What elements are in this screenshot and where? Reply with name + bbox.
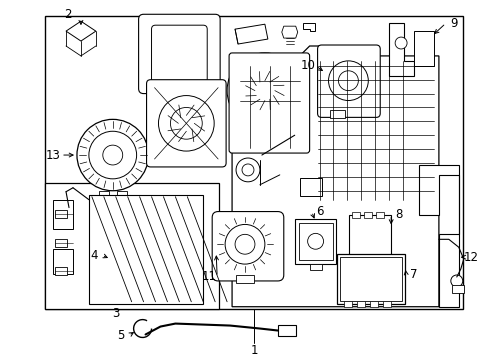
Circle shape [171,108,202,139]
Bar [278,325,295,337]
Bar [349,215,391,256]
Circle shape [328,61,368,100]
Bar [89,195,203,304]
Circle shape [451,275,463,287]
Text: 5: 5 [117,329,124,342]
Circle shape [77,120,148,191]
Bar [53,249,73,274]
Polygon shape [235,24,268,44]
Bar [45,183,219,309]
Circle shape [158,95,214,151]
Polygon shape [66,21,96,41]
Circle shape [235,234,255,254]
Circle shape [395,37,407,49]
Text: 10: 10 [300,59,315,72]
Text: 6: 6 [316,205,323,218]
Text: 12: 12 [463,251,478,264]
Bar [53,200,73,229]
Bar [55,239,67,247]
Bar [55,210,67,217]
Bar [55,267,67,275]
Bar [452,285,464,293]
FancyBboxPatch shape [147,80,226,167]
Polygon shape [419,165,459,307]
Circle shape [103,145,122,165]
Bar [365,212,372,217]
Circle shape [89,131,137,179]
Text: 2: 2 [64,8,72,21]
Circle shape [242,164,254,176]
Circle shape [236,158,260,182]
Bar [383,301,391,307]
Bar [45,16,463,309]
Bar [294,220,337,264]
FancyBboxPatch shape [229,53,310,153]
Polygon shape [282,26,298,38]
Circle shape [227,53,303,128]
Circle shape [339,71,358,91]
Text: 9: 9 [450,17,458,30]
FancyBboxPatch shape [318,45,380,117]
Text: 11: 11 [202,270,217,283]
Text: 7: 7 [410,267,418,280]
Bar [357,301,366,307]
Bar [329,111,345,118]
Text: 13: 13 [46,149,61,162]
Circle shape [243,69,287,112]
FancyBboxPatch shape [212,212,284,281]
Bar [299,224,333,260]
Bar [414,31,434,66]
Bar [376,212,384,217]
Text: 8: 8 [395,208,403,221]
Text: 4: 4 [90,249,98,262]
Bar [344,301,352,307]
FancyBboxPatch shape [139,14,220,94]
Bar [341,257,402,301]
Bar [236,275,254,283]
Bar [352,212,360,217]
Circle shape [257,83,273,99]
Polygon shape [303,23,315,31]
Circle shape [225,224,265,264]
Bar [117,191,127,199]
Bar [310,264,321,270]
FancyBboxPatch shape [151,25,207,83]
Bar [338,254,405,304]
Bar [370,301,378,307]
Text: 3: 3 [112,307,120,320]
Text: 1: 1 [250,344,258,357]
Polygon shape [389,23,414,76]
Bar [99,191,109,199]
Bar [300,178,321,196]
Circle shape [308,233,323,249]
Polygon shape [232,46,439,307]
